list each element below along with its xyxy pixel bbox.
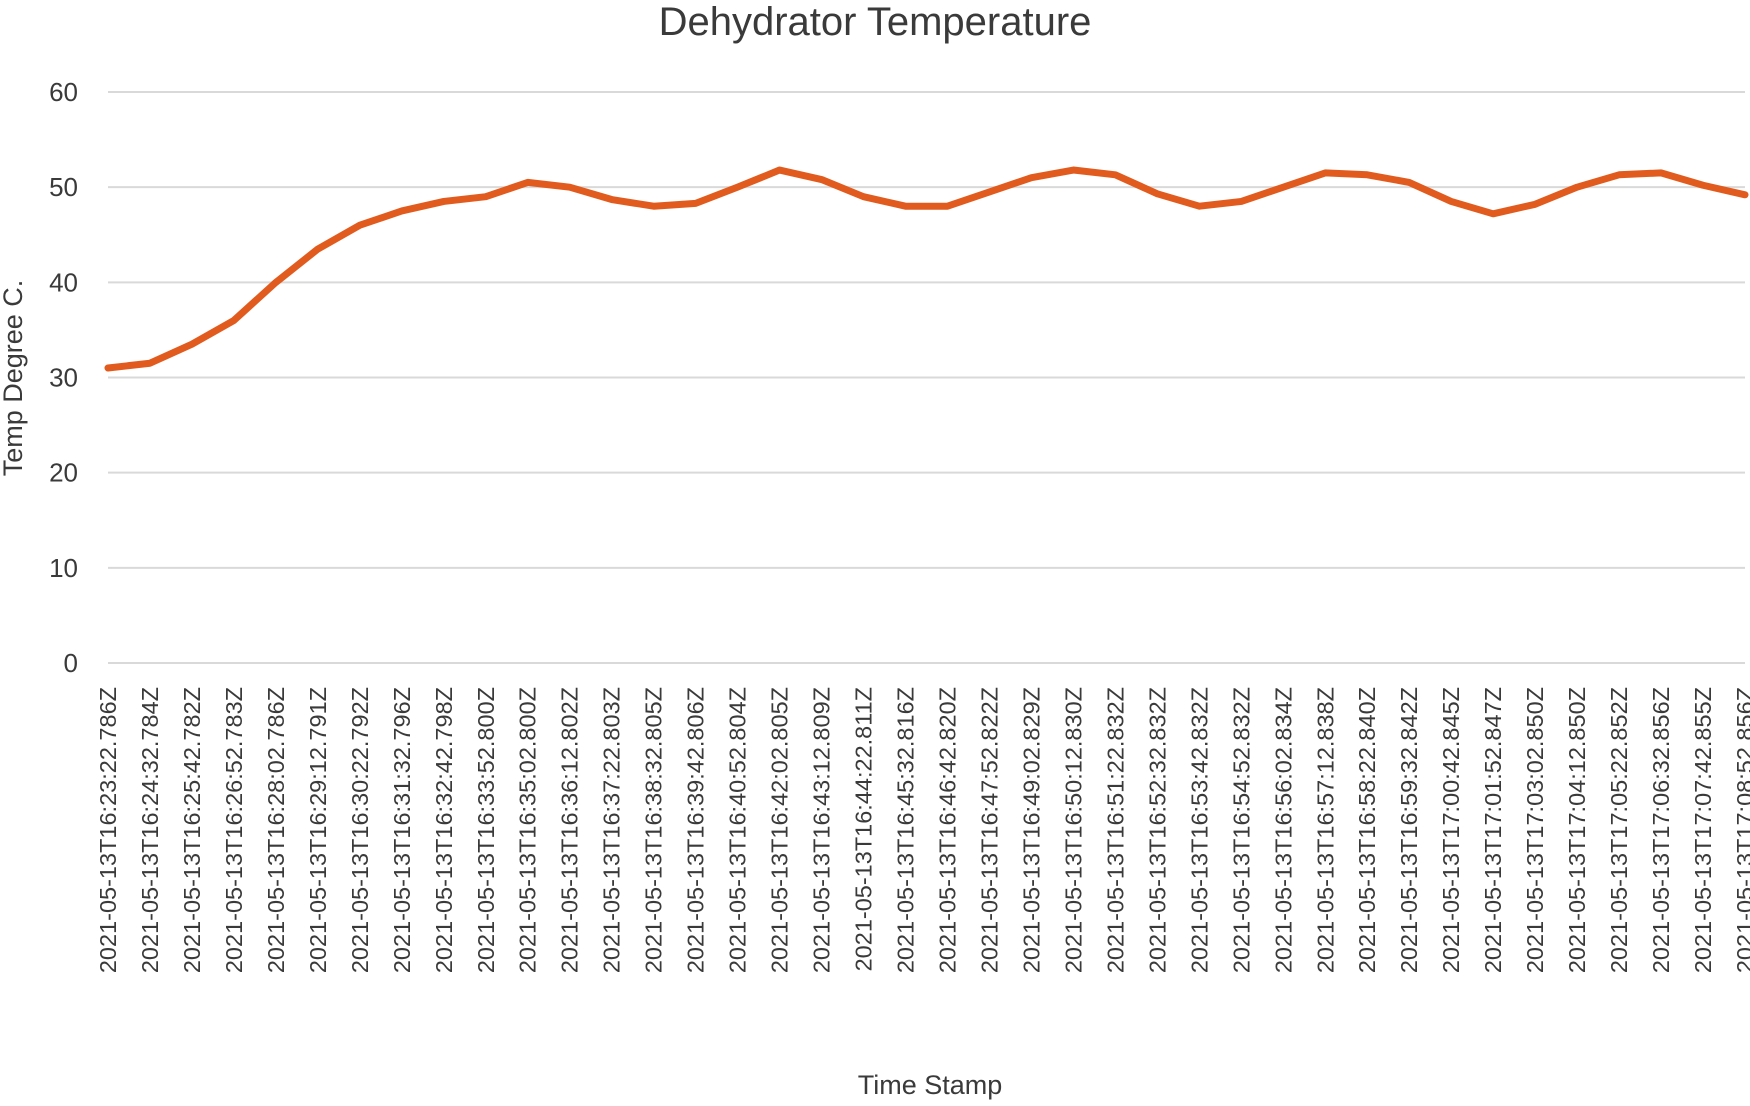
data-point <box>986 188 993 196</box>
series-layer <box>104 166 1749 372</box>
x-tick-label: 2021-05-13T16:33:52.800Z <box>473 687 499 973</box>
x-tick-label: 2021-05-13T16:38:32.805Z <box>641 687 667 973</box>
data-point <box>1070 166 1077 174</box>
y-tick-label: 60 <box>49 77 78 107</box>
x-tick-label: 2021-05-13T17:04:12.850Z <box>1564 687 1590 973</box>
x-tick-label: 2021-05-13T16:24:32.784Z <box>137 687 163 973</box>
data-point <box>1196 203 1203 210</box>
data-point <box>1406 179 1413 186</box>
data-point <box>1028 174 1035 181</box>
data-point <box>230 317 238 324</box>
data-point <box>1573 183 1581 191</box>
data-point <box>356 222 364 229</box>
x-tick-label: 2021-05-13T16:25:42.782Z <box>179 687 205 973</box>
data-point <box>566 183 573 191</box>
x-tick-label: 2021-05-13T16:45:32.816Z <box>893 687 919 973</box>
data-point <box>272 279 280 286</box>
x-tick-label: 2021-05-13T16:40:52.804Z <box>725 687 751 973</box>
x-tick-label: 2021-05-13T16:54:52.832Z <box>1228 687 1254 973</box>
data-point <box>944 203 951 210</box>
data-point <box>1280 183 1287 191</box>
data-point <box>524 179 531 186</box>
y-tick-label: 10 <box>49 553 78 583</box>
data-point <box>188 340 196 348</box>
data-point <box>1531 201 1539 208</box>
data-point <box>902 203 909 210</box>
x-tick-label: 2021-05-13T16:29:12.791Z <box>305 687 331 973</box>
data-point <box>482 193 489 200</box>
x-tick-label: 2021-05-13T16:49:02.829Z <box>1018 687 1044 973</box>
data-point <box>314 245 322 253</box>
data-point <box>860 193 867 200</box>
data-point <box>398 207 406 215</box>
x-tick-label: 2021-05-13T16:46:42.820Z <box>934 687 960 973</box>
data-point <box>104 364 112 372</box>
y-tick-label: 30 <box>49 363 78 393</box>
data-point <box>1615 171 1623 178</box>
data-point <box>1699 182 1707 189</box>
data-point <box>1364 171 1371 178</box>
data-point <box>1154 190 1161 198</box>
x-tick-label: 2021-05-13T17:08:52.856Z <box>1732 687 1750 973</box>
x-tick-label: 2021-05-13T16:58:22.840Z <box>1354 687 1380 973</box>
y-axis-label: Temp Degree C. <box>0 280 28 477</box>
x-tick-label: 2021-05-13T16:30:22.792Z <box>347 687 373 973</box>
x-tick-label: 2021-05-13T16:43:12.809Z <box>809 687 835 973</box>
x-tick-label: 2021-05-13T16:47:52.822Z <box>976 687 1002 973</box>
data-point <box>608 196 615 203</box>
data-point <box>818 176 825 183</box>
y-tick-label: 20 <box>49 458 78 488</box>
x-tick-label: 2021-05-13T16:37:22.803Z <box>599 687 625 973</box>
data-point <box>1322 169 1329 177</box>
data-point <box>1112 171 1119 178</box>
x-tick-label: 2021-05-13T16:44:22.811Z <box>851 687 877 971</box>
x-axis-label: Time Stamp <box>858 1070 1003 1100</box>
x-tick-label: 2021-05-13T17:07:42.855Z <box>1690 687 1716 973</box>
x-tick-label: 2021-05-13T16:50:12.830Z <box>1060 687 1086 973</box>
y-axis-ticks: 0 10 20 30 40 50 60 <box>49 77 78 678</box>
gridlines <box>108 91 1745 664</box>
x-tick-label: 2021-05-13T16:56:02.834Z <box>1270 687 1296 973</box>
x-tick-label: 2021-05-13T16:57:12.838Z <box>1312 687 1338 973</box>
x-tick-label: 2021-05-13T16:23:22.786Z <box>95 687 121 973</box>
x-tick-label: 2021-05-13T16:35:02.800Z <box>515 687 541 973</box>
data-point <box>1741 191 1749 198</box>
data-point <box>1447 198 1455 205</box>
x-tick-label: 2021-05-13T17:06:32.856Z <box>1648 687 1674 973</box>
y-tick-label: 50 <box>49 172 78 202</box>
x-tick-label: 2021-05-13T16:26:52.783Z <box>221 687 247 973</box>
data-point <box>650 203 657 210</box>
x-tick-label: 2021-05-13T16:52:32.832Z <box>1144 687 1170 973</box>
data-point <box>776 166 783 174</box>
x-tick-label: 2021-05-13T16:51:22.832Z <box>1102 687 1128 973</box>
x-tick-label: 2021-05-13T17:01:52.847Z <box>1480 687 1506 973</box>
x-tick-label: 2021-05-13T16:32:42.798Z <box>431 687 457 973</box>
x-tick-label: 2021-05-13T17:00:42.845Z <box>1438 687 1464 973</box>
data-point <box>692 200 699 207</box>
data-point <box>734 183 741 191</box>
data-point <box>1238 198 1245 205</box>
x-tick-label: 2021-05-13T16:53:42.832Z <box>1186 687 1212 973</box>
data-point <box>1489 210 1497 218</box>
x-tick-label: 2021-05-13T17:05:22.852Z <box>1606 687 1632 973</box>
y-tick-label: 0 <box>64 648 78 678</box>
x-axis-ticks: 2021-05-13T16:23:22.786Z 2021-05-13T16:24… <box>95 687 1750 973</box>
data-point <box>1657 169 1665 177</box>
data-point <box>440 198 447 205</box>
x-tick-label: 2021-05-13T16:28:02.786Z <box>263 687 289 973</box>
x-tick-label: 2021-05-13T16:36:12.802Z <box>557 687 583 973</box>
x-tick-label: 2021-05-13T16:31:32.796Z <box>389 687 415 973</box>
x-tick-label: 2021-05-13T16:39:42.806Z <box>683 687 709 973</box>
x-tick-label: 2021-05-13T17:03:02.850Z <box>1522 687 1548 973</box>
x-tick-label: 2021-05-13T16:42:02.805Z <box>767 687 793 973</box>
series-line-temperature <box>104 166 1749 372</box>
y-tick-label: 40 <box>49 267 78 297</box>
data-point <box>146 360 154 367</box>
x-tick-label: 2021-05-13T16:59:32.842Z <box>1396 687 1422 973</box>
chart-title: Dehydrator Temperature <box>659 0 1092 44</box>
